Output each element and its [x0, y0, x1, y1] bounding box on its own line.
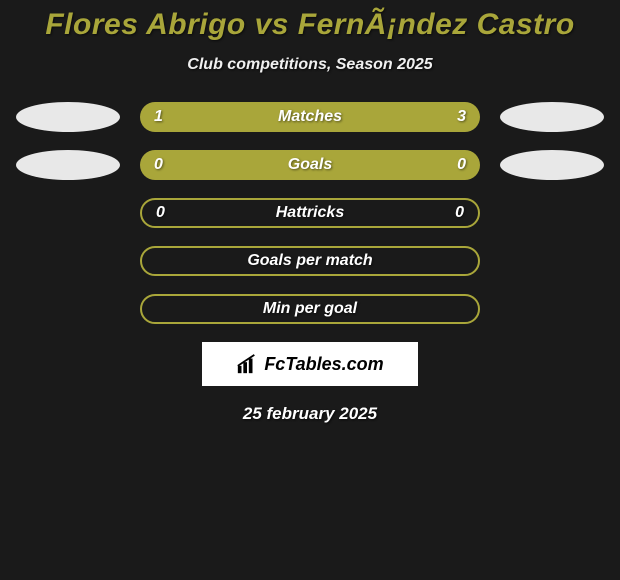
stat-value-left: 0: [156, 204, 165, 222]
page-title: Flores Abrigo vs FernÃ¡ndez Castro: [0, 8, 620, 42]
club-ellipse-left: [16, 150, 120, 180]
bars-icon: [236, 353, 258, 375]
stat-label: Matches: [278, 108, 342, 126]
stat-pill: 1 Matches 3: [140, 102, 480, 132]
stat-value-left: 1: [154, 108, 163, 126]
stat-pill: 0 Hattricks 0: [140, 198, 480, 228]
stat-label: Min per goal: [263, 300, 357, 318]
stat-value-right: 0: [457, 156, 466, 174]
stats-area: 1 Matches 3 0 Goals 0 0 Hattricks 0 Goals per mat…: [0, 102, 620, 324]
logo-text: FcTables.com: [264, 354, 383, 375]
stat-label: Goals per match: [247, 252, 372, 270]
stat-label: Hattricks: [276, 204, 344, 222]
club-ellipse-left: [16, 102, 120, 132]
stat-row: 1 Matches 3: [0, 102, 620, 132]
stat-row: 0 Goals 0: [0, 150, 620, 180]
stat-pill: Min per goal: [140, 294, 480, 324]
stat-value-right: 3: [457, 108, 466, 126]
stat-label: Goals: [288, 156, 332, 174]
logo-box: FcTables.com: [202, 342, 418, 386]
infographic-container: Flores Abrigo vs FernÃ¡ndez Castro Club …: [0, 0, 620, 424]
stat-pill: Goals per match: [140, 246, 480, 276]
stat-row: 0 Hattricks 0: [0, 198, 620, 228]
club-ellipse-right: [500, 102, 604, 132]
stat-row: Goals per match: [0, 246, 620, 276]
subtitle: Club competitions, Season 2025: [0, 56, 620, 74]
stat-row: Min per goal: [0, 294, 620, 324]
date-text: 25 february 2025: [0, 404, 620, 424]
stat-value-left: 0: [154, 156, 163, 174]
stat-pill: 0 Goals 0: [140, 150, 480, 180]
club-ellipse-right: [500, 150, 604, 180]
stat-value-right: 0: [455, 204, 464, 222]
